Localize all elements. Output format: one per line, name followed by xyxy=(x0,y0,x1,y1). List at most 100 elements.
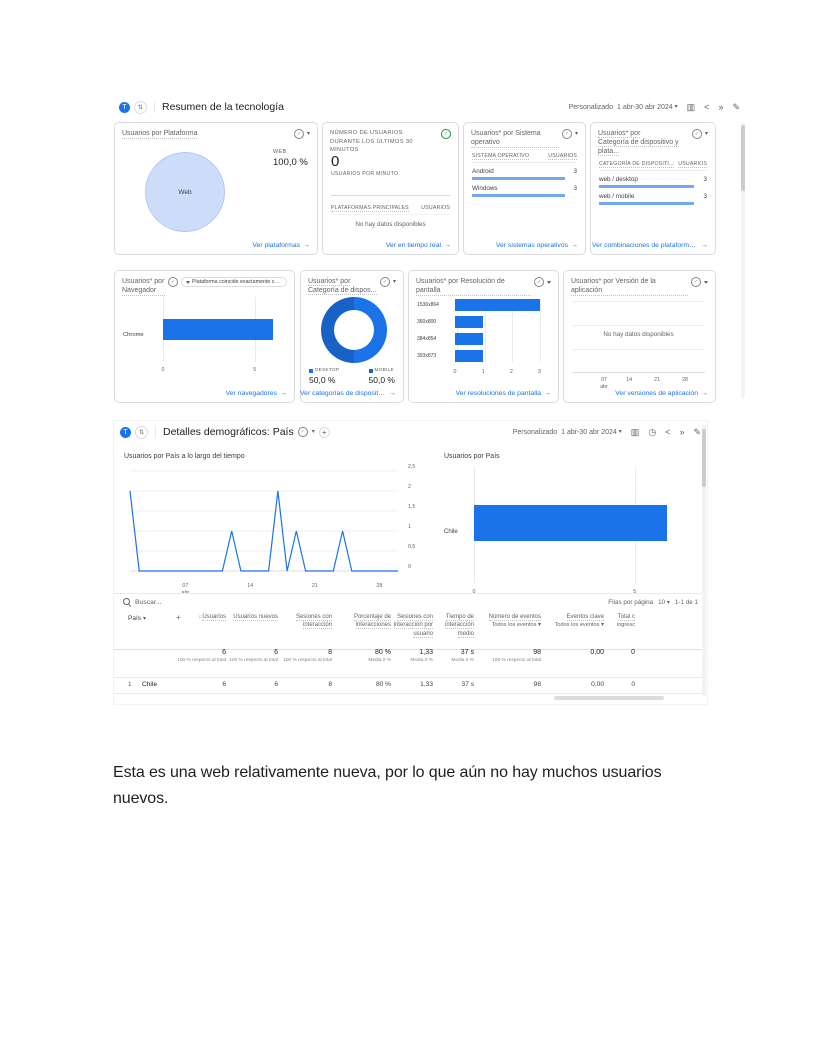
share-icon[interactable]: < xyxy=(665,426,671,437)
table-header: País ▾ + ↓Usuarios Usuarios nuevos Sesion… xyxy=(114,611,707,650)
empty-chart: No hay datos disponibles 07 abr 14 21 28 xyxy=(572,301,705,390)
column-users: USUARIOS xyxy=(678,161,707,169)
chart-title: Usuarios por País a lo largo del tiempo xyxy=(124,453,245,460)
column-event-count[interactable]: Número de eventos Todos los eventos ▾ xyxy=(488,614,541,629)
columns-icon[interactable]: ▥ xyxy=(686,101,696,112)
report-title: Resumen de la tecnología xyxy=(162,101,284,113)
avatar[interactable]: T xyxy=(120,426,131,438)
filter-icon xyxy=(186,280,190,284)
history-icon[interactable]: ◷ xyxy=(648,426,657,437)
column-new-users[interactable]: Usuarios nuevos xyxy=(233,614,278,621)
columns-icon[interactable]: ▥ xyxy=(630,426,640,437)
edit-icon[interactable]: ✎ xyxy=(732,101,740,112)
see-platforms-link[interactable]: Ver plataformas → xyxy=(252,242,310,249)
report-switcher-button[interactable]: ⇅ xyxy=(135,425,148,439)
card-title: Usuarios por Plataforma xyxy=(122,129,198,140)
add-comparison-button[interactable]: + xyxy=(318,426,330,438)
y-tick: 2,5 xyxy=(408,464,416,470)
share-icon[interactable]: < xyxy=(704,101,710,112)
date-range-selector[interactable]: 1 abr-30 abr 2024 ▾ xyxy=(561,429,622,436)
data-quality-icon[interactable]: ✓ xyxy=(561,129,572,139)
pie-slice-label: Web xyxy=(178,188,192,196)
column-users[interactable]: ↓Usuarios xyxy=(198,614,226,621)
realtime-sparkline xyxy=(331,181,450,196)
see-realtime-link[interactable]: Ver en tiempo real → xyxy=(385,242,451,249)
data-quality-icon[interactable]: ✓ xyxy=(691,277,701,287)
customized-label: Personalizado xyxy=(512,428,558,436)
see-device-categories-link[interactable]: Ver categorías de dispositivo → xyxy=(300,390,396,397)
column-country[interactable]: País ▾ xyxy=(128,615,147,622)
table-row[interactable]: 1 Chile 6 6 8 80 % 1,33 37 s 98 0,00 0 xyxy=(114,677,707,694)
scrollbar-thumb[interactable] xyxy=(741,125,745,191)
data-quality-icon[interactable]: ✓ xyxy=(168,277,178,287)
column-platforms: PLATAFORMAS PRINCIPALES xyxy=(331,205,409,212)
column-users: USUARIOS xyxy=(421,205,450,211)
report-switcher-button[interactable]: ⇅ xyxy=(134,100,147,114)
filter-icon[interactable] xyxy=(704,280,708,284)
insights-icon[interactable]: » xyxy=(679,426,685,437)
realtime-count: 0 xyxy=(331,153,340,170)
column-avg-engagement-time[interactable]: Tiempo de interacción medio xyxy=(444,614,474,638)
card-realtime-users: NÚMERO DE USUARIOS DURANTE LOS ÚLTIMOS 3… xyxy=(322,122,459,255)
scrollbar-track[interactable] xyxy=(741,123,745,398)
chevron-down-icon[interactable]: ▾ xyxy=(574,131,578,137)
row-index: 1 xyxy=(128,681,132,688)
data-quality-icon[interactable]: ✓ xyxy=(379,277,390,287)
chevron-down-icon: ▾ xyxy=(666,599,670,606)
scrollbar-track[interactable] xyxy=(702,425,706,697)
chevron-down-icon[interactable]: ▾ xyxy=(704,131,708,137)
list-item: web / mobile 3 xyxy=(599,193,707,206)
swap-icon: ⇅ xyxy=(138,429,145,436)
column-total-revenue[interactable]: Total c ingresc xyxy=(616,614,635,629)
report-header: T ⇅ Detalles demográficos: País ✓ ▾ + Pe… xyxy=(114,421,707,443)
donut-legend: DESKTOP 50,0 % MOBILE 50,0 % xyxy=(309,368,395,385)
column-key-events[interactable]: Eventos clave Todos los eventos ▾ xyxy=(554,614,604,629)
date-range-selector[interactable]: 1 abr-30 abr 2024 ▾ xyxy=(617,104,678,111)
see-os-link[interactable]: Ver sistemas operativos → xyxy=(495,242,578,249)
x-tick: 0 xyxy=(472,589,476,595)
search-input[interactable]: Buscar... xyxy=(135,598,162,606)
chevron-down-icon[interactable]: ▾ xyxy=(392,279,396,285)
column-sessions-per-user[interactable]: Sesiones con interacción por usuario xyxy=(393,614,433,638)
data-quality-icon[interactable]: ✓ xyxy=(297,427,308,437)
list-item: Android 3 xyxy=(472,168,577,181)
date-range-label: 1 abr-30 abr 2024 xyxy=(561,428,617,436)
rows-per-page-label: Filas por página xyxy=(608,598,654,606)
data-quality-icon[interactable]: ✓ xyxy=(293,129,304,139)
column-engagement-rate[interactable]: Porcentaje de interacciones xyxy=(353,614,391,630)
horizontal-scrollbar-thumb[interactable] xyxy=(554,696,664,700)
date-range-label: 1 abr-30 abr 2024 xyxy=(616,103,673,111)
y-tick: 0 xyxy=(408,564,411,570)
arrow-right-icon: → xyxy=(701,390,708,397)
row-country: Chile xyxy=(142,681,158,688)
pie-legend: WEB 100,0 % xyxy=(273,149,308,168)
pie-chart: Web xyxy=(145,152,225,232)
column-engaged-sessions[interactable]: Sesiones con interacción xyxy=(295,614,332,630)
scrollbar-thumb[interactable] xyxy=(702,429,706,487)
arrow-right-icon: → xyxy=(571,242,578,249)
rows-per-page-select[interactable]: 10 ▾ xyxy=(658,598,670,606)
see-combinations-link[interactable]: Ver combinaciones de plataformas y dispo… xyxy=(592,242,708,249)
data-quality-icon[interactable]: ✓ xyxy=(691,129,702,139)
card-title: Usuarios* por Categoría de dispos... xyxy=(308,278,377,296)
sort-desc-icon: ↓ xyxy=(198,614,202,620)
pagination-range: 1-1 de 1 xyxy=(674,598,698,606)
add-dimension-button[interactable]: + xyxy=(176,613,181,622)
card-title: Usuarios* por Sistema operativo xyxy=(471,129,559,149)
avatar[interactable]: T xyxy=(119,101,130,113)
realtime-icon[interactable]: ✓ xyxy=(441,129,451,139)
edit-icon[interactable]: ✎ xyxy=(693,426,701,437)
chevron-down-icon: ▾ xyxy=(600,622,604,629)
bar-label: Chrome xyxy=(123,331,144,338)
chevron-down-icon[interactable]: ▾ xyxy=(306,131,310,137)
filter-chip[interactable]: Plataforma coincide exactamente con ... xyxy=(181,277,287,287)
see-app-versions-link[interactable]: Ver versiones de aplicación → xyxy=(615,390,708,397)
data-quality-icon[interactable]: ✓ xyxy=(534,277,544,287)
legend-label: WEB xyxy=(273,149,287,155)
insights-icon[interactable]: » xyxy=(718,101,724,112)
filter-icon[interactable] xyxy=(547,280,551,284)
see-resolutions-link[interactable]: Ver resoluciones de pantalla → xyxy=(455,390,551,397)
arrow-right-icon: → xyxy=(303,242,310,249)
chevron-down-icon[interactable]: ▾ xyxy=(311,429,315,435)
see-browsers-link[interactable]: Ver navegadores → xyxy=(225,390,287,397)
